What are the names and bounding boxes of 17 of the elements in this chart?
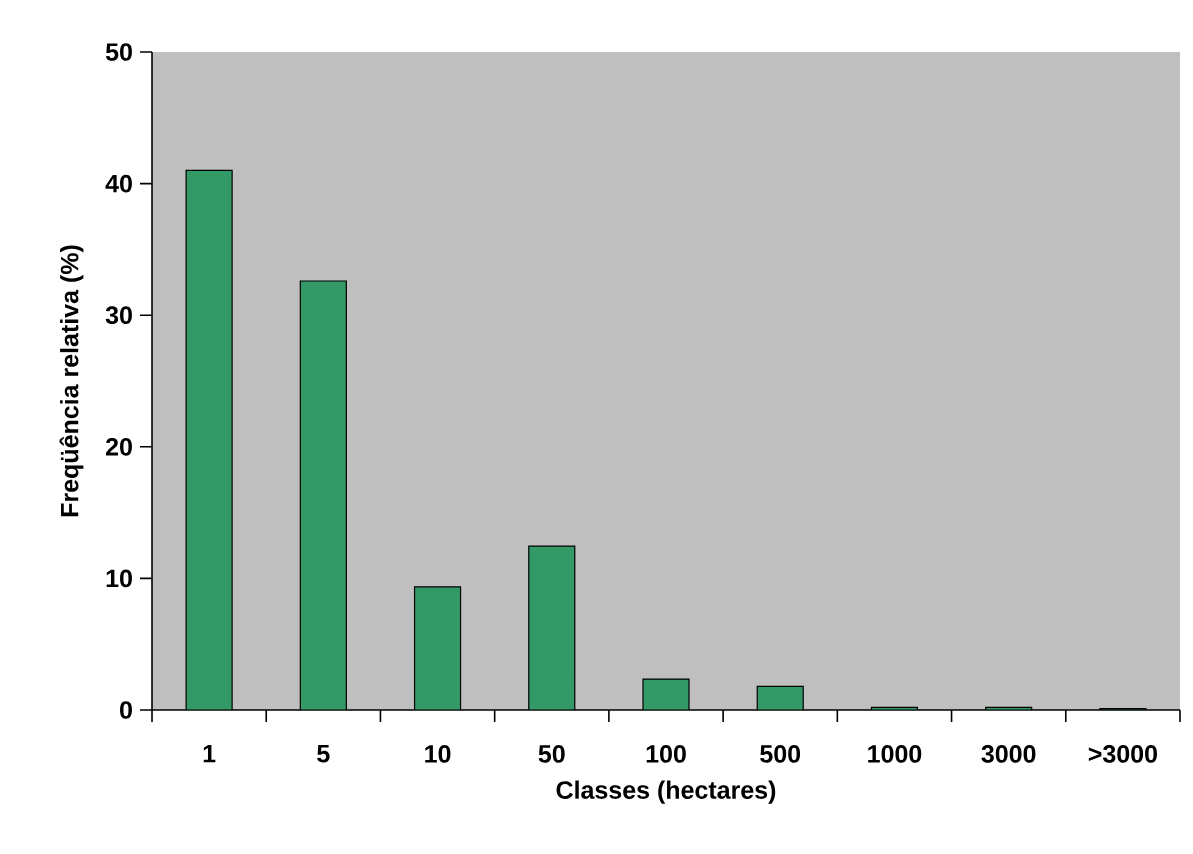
y-tick-label: 10: [106, 569, 132, 588]
y-tick-label: 30: [105, 306, 132, 325]
y-tick-label: 50: [105, 43, 132, 61]
x-tick-label: 50: [538, 745, 565, 763]
x-tick-label: 5: [317, 745, 330, 763]
x-tick-label: >3000: [1088, 745, 1157, 763]
x-tick-label: 3000: [981, 745, 1036, 763]
x-tick-label: 10: [425, 745, 451, 763]
y-tick-label: 20: [106, 437, 132, 456]
y-tick-label: 40: [105, 174, 132, 193]
y-axis-title: Freqüência relativa (%): [59, 245, 84, 517]
x-tick-label: 100: [646, 745, 686, 763]
x-tick-label: 1000: [868, 745, 922, 763]
x-tick-label: 500: [760, 745, 801, 763]
x-tick-label: 1: [203, 745, 216, 763]
y-tick-label: 0: [120, 701, 132, 719]
x-axis-title: Classes (hectares): [556, 780, 776, 804]
